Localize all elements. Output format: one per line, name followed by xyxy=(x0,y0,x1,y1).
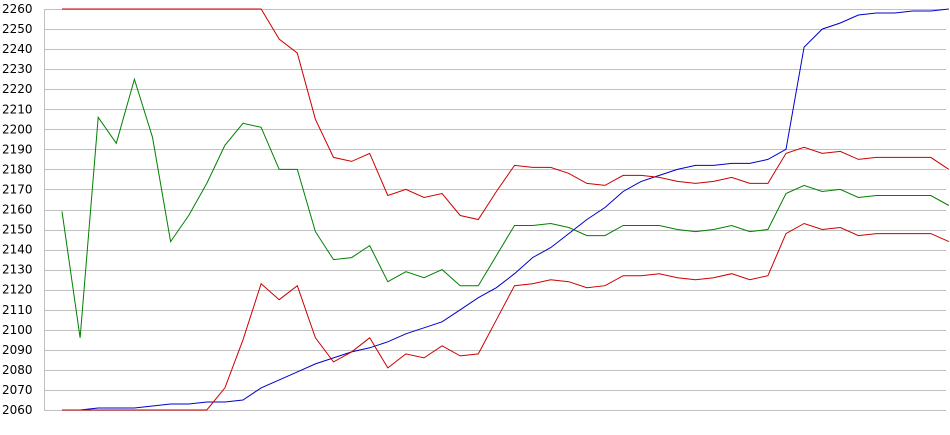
y-tick-label: 2070 xyxy=(2,383,33,397)
y-tick-label: 2150 xyxy=(2,223,33,237)
series-line-3 xyxy=(61,77,950,338)
y-tick-label: 2160 xyxy=(2,203,33,217)
y-tick-label: 2130 xyxy=(2,263,33,277)
y-tick-label: 2080 xyxy=(2,363,33,377)
series-lines xyxy=(61,8,950,411)
y-tick-label: 2180 xyxy=(2,162,33,176)
y-tick-label: 2260 xyxy=(2,2,33,16)
series-line-2 xyxy=(62,8,950,221)
y-tick-label: 2220 xyxy=(2,82,33,96)
y-tick-label: 2120 xyxy=(2,283,33,297)
y-tick-label: 2250 xyxy=(2,22,33,36)
y-tick-label: 2110 xyxy=(2,303,33,317)
y-tick-label: 2170 xyxy=(2,182,33,196)
series-line-4 xyxy=(62,222,950,411)
y-tick-label: 2190 xyxy=(2,142,33,156)
horizontal-grid xyxy=(44,9,946,411)
y-tick-label: 2140 xyxy=(2,243,33,257)
y-tick-label: 2100 xyxy=(2,323,33,337)
y-tick-label: 2200 xyxy=(2,122,33,136)
y-tick-label: 2090 xyxy=(2,343,33,357)
y-tick-label: 2230 xyxy=(2,62,33,76)
series-line-1 xyxy=(62,8,949,411)
y-tick-label: 2240 xyxy=(2,42,33,56)
y-tick-label: 2060 xyxy=(2,403,33,417)
y-tick-label: 2210 xyxy=(2,102,33,116)
y-axis-tick-labels: 2060 2070 2080 2090 2100 2110 2120 2130 2140 2150… xyxy=(2,2,33,417)
